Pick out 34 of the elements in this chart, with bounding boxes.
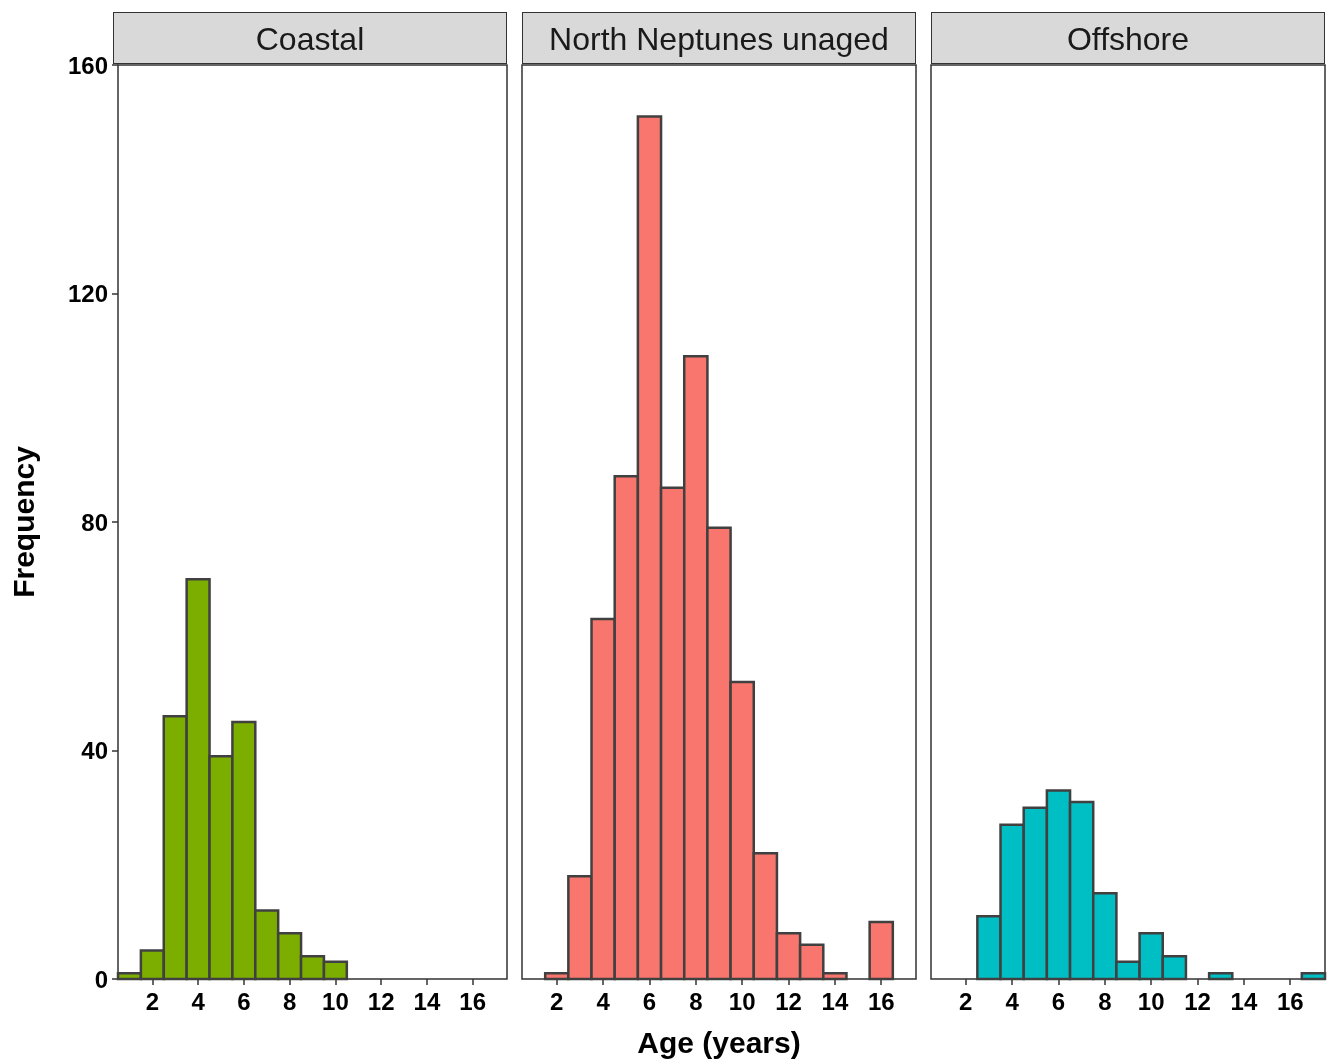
x-tick-label: 6 xyxy=(642,987,657,1015)
x-tick-label: 12 xyxy=(775,987,802,1015)
x-tick-label: 8 xyxy=(1098,987,1112,1015)
x-tick-label: 6 xyxy=(1051,987,1066,1015)
y-tick-label: 0 xyxy=(94,965,108,993)
y-tick-label: 120 xyxy=(67,280,108,307)
x-tick-label: 14 xyxy=(413,987,441,1015)
x-axis-title: Age (years) xyxy=(637,1025,801,1059)
x-tick-label: 14 xyxy=(1230,987,1258,1015)
chart-title: Offshore xyxy=(931,12,1325,64)
x-tick-label: 10 xyxy=(728,987,756,1015)
x-tick-label: 16 xyxy=(1276,987,1304,1015)
chart-title: Coastal xyxy=(113,12,507,64)
y-axis-title: Frequency xyxy=(6,445,40,598)
y-tick-label: 40 xyxy=(81,737,108,764)
x-tick-label: 4 xyxy=(191,987,206,1015)
x-tick-label: 10 xyxy=(1137,987,1165,1015)
x-tick-label: 4 xyxy=(596,987,611,1015)
x-tick-label: 8 xyxy=(282,987,297,1015)
x-tick-label: 2 xyxy=(959,987,973,1015)
x-tick-label: 16 xyxy=(459,987,487,1015)
y-tick-label: 160 xyxy=(67,51,108,79)
x-tick-label: 6 xyxy=(237,987,251,1015)
chart-title: North Neptunes unaged xyxy=(522,12,916,64)
x-tick-label: 4 xyxy=(1005,987,1020,1015)
x-tick-label: 2 xyxy=(145,987,159,1015)
y-tick-label: 80 xyxy=(81,508,108,536)
x-tick-label: 8 xyxy=(689,987,703,1015)
x-tick-label: 2 xyxy=(550,987,564,1015)
x-tick-label: 12 xyxy=(1184,987,1211,1015)
x-tick-label: 16 xyxy=(867,987,895,1015)
x-tick-label: 10 xyxy=(322,987,349,1015)
x-tick-label: 12 xyxy=(367,987,395,1015)
x-tick-label: 14 xyxy=(821,987,849,1015)
